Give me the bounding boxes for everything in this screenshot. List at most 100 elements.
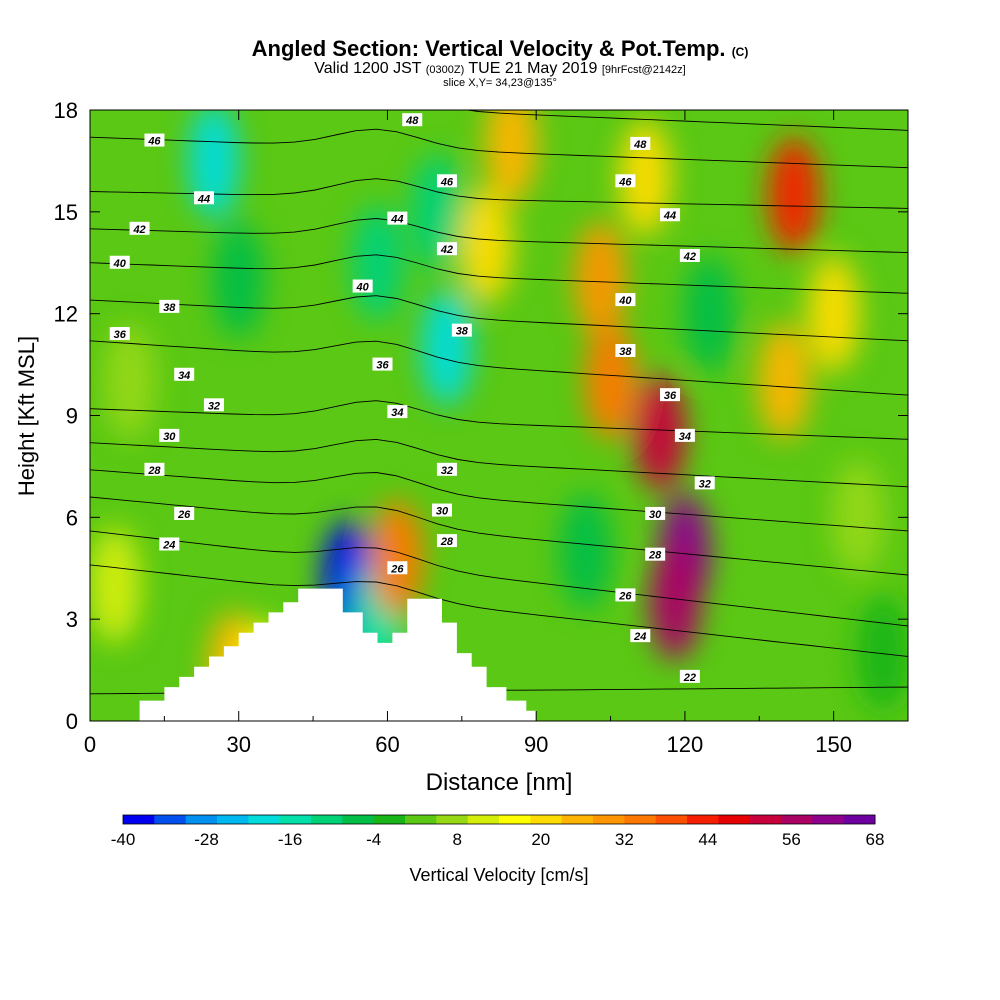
contour-label: 32 xyxy=(699,478,711,490)
colorbar: -40 -28 -16 -4 8 20 32 44 56 68 xyxy=(111,814,884,849)
x-axis-label: Distance [nm] xyxy=(426,769,573,796)
velocity-cell xyxy=(807,255,860,372)
contour-label: 38 xyxy=(163,302,176,314)
contour-label: 32 xyxy=(441,465,453,477)
velocity-field: 46 44 42 40 38 36 34 32 30 28 26 24 48 46 44 42 40 38 36 34… xyxy=(90,110,908,721)
contour-label-bg xyxy=(630,629,651,643)
isentrope-40 xyxy=(90,254,908,294)
colorbar-tick-label: 8 xyxy=(452,830,461,849)
isentrope-48 xyxy=(464,110,908,131)
contour-label: 42 xyxy=(683,251,696,263)
contour-label: 48 xyxy=(405,115,419,127)
velocity-cell xyxy=(648,544,701,661)
contour-label: 40 xyxy=(113,258,127,270)
colorbar-swatch xyxy=(624,815,657,824)
chart-subtitle: Valid 1200 JST (0300Z) TUE 21 May 2019 [… xyxy=(314,60,686,77)
colorbar-swatch xyxy=(373,815,406,824)
colorbar-tick-label: 20 xyxy=(531,830,550,849)
contour-label: 24 xyxy=(633,631,646,643)
contour-label: 28 xyxy=(440,536,454,548)
colorbar-swatch xyxy=(217,815,249,824)
x-tick-label: 60 xyxy=(375,732,399,757)
contour-label-bg xyxy=(159,428,180,442)
isentrope-38 xyxy=(90,295,908,342)
y-tick-label: 12 xyxy=(54,302,78,327)
contour-label: 26 xyxy=(390,563,404,575)
contour-label: 28 xyxy=(147,465,161,477)
contour-label: 22 xyxy=(683,672,696,684)
contour-labels: 46 44 42 40 38 36 34 32 30 28 26 24 48 46 44 42 40 38 36 34… xyxy=(109,113,715,684)
velocity-cell xyxy=(460,187,513,304)
x-tick-label: 150 xyxy=(815,732,852,757)
contour-label-bg xyxy=(372,357,393,371)
contour-label: 42 xyxy=(132,224,145,236)
velocity-cell xyxy=(103,323,156,440)
isentrope-34 xyxy=(90,400,908,440)
colorbar-swatch xyxy=(311,815,343,824)
contour-label: 46 xyxy=(440,176,454,188)
contour-label-bg xyxy=(109,255,130,269)
slice-info: slice X,Y= 34,23@135° xyxy=(443,77,557,89)
contour-label: 34 xyxy=(679,431,691,443)
contour-label: 46 xyxy=(147,136,161,148)
contour-label-bg xyxy=(660,208,681,222)
contour-label: 26 xyxy=(177,509,191,521)
contour-label-bg xyxy=(144,133,165,147)
contour-label-bg xyxy=(645,547,666,561)
x-tick-label: 120 xyxy=(667,732,704,757)
velocity-cell xyxy=(485,110,538,202)
contour-label-bg xyxy=(436,534,457,548)
contour-label: 28 xyxy=(648,550,662,562)
colorbar-swatch xyxy=(154,815,187,824)
colorbar-swatch xyxy=(405,815,437,824)
title-mark: (C) xyxy=(731,45,749,59)
y-axis-label: Height [Kft MSL] xyxy=(14,336,39,496)
contour-label-bg xyxy=(436,174,457,188)
velocity-cell xyxy=(767,136,820,253)
y-tick-label: 18 xyxy=(54,98,78,123)
contour-label-bg xyxy=(431,503,452,517)
colorbar-tick-label: -28 xyxy=(194,830,219,849)
contour-label-bg xyxy=(674,428,695,442)
velocity-cell xyxy=(90,527,141,644)
colorbar-tick-label: 32 xyxy=(615,830,634,849)
contour-label-bg xyxy=(144,462,165,476)
velocity-cell xyxy=(832,459,885,576)
velocity-cell xyxy=(574,221,627,338)
colorbar-swatch xyxy=(123,815,155,824)
contour-label-bg xyxy=(630,136,651,150)
contour-label-bg xyxy=(387,211,408,225)
isentrope-30 xyxy=(90,469,908,532)
colorbar-tick-label: -40 xyxy=(111,830,136,849)
contour-label: 24 xyxy=(162,539,175,551)
colorbar-swatch xyxy=(436,815,469,824)
plot-area: 46 44 42 40 38 36 34 32 30 28 26 24 48 46 44 42 40 38 36 34… xyxy=(90,110,908,721)
contour-label: 48 xyxy=(633,139,647,151)
y-tick-label: 6 xyxy=(66,505,78,530)
velocity-cell xyxy=(857,595,908,712)
y-tick-label: 3 xyxy=(66,607,78,632)
contour-label-bg xyxy=(645,506,666,520)
contour-label: 30 xyxy=(163,431,176,443)
isentrope-42 xyxy=(90,218,908,254)
y-tick-label: 0 xyxy=(66,709,78,734)
contour-label-bg xyxy=(352,279,373,293)
colorbar-swatch xyxy=(279,815,312,824)
colorbar-tick-label: -16 xyxy=(278,830,303,849)
contour-label: 42 xyxy=(440,244,453,256)
colorbar-swatch xyxy=(499,815,531,824)
contour-label: 34 xyxy=(178,370,190,382)
colorbar-tick-label: -4 xyxy=(366,830,381,849)
velocity-cell xyxy=(758,323,811,440)
colorbar-swatch xyxy=(843,815,876,824)
contour-label-bg xyxy=(109,327,130,341)
colorbar-tick-label: 56 xyxy=(782,830,801,849)
contour-label-bg xyxy=(174,506,195,520)
contour-label: 40 xyxy=(356,282,370,294)
terrain xyxy=(139,588,537,721)
contour-label-bg xyxy=(436,242,457,256)
contour-label-bg xyxy=(451,323,472,337)
contour-label: 26 xyxy=(618,590,632,602)
velocity-cell xyxy=(683,255,736,372)
